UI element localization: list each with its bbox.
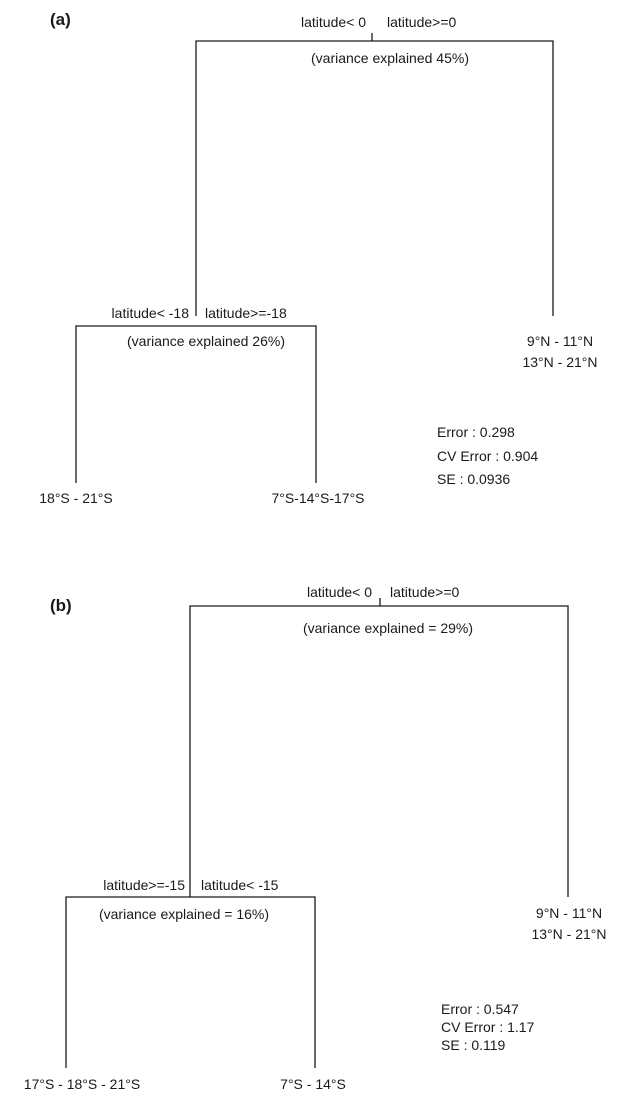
panel-b-leaf-right-line1: 9°N - 11°N bbox=[536, 905, 602, 921]
panel-b-se: SE : 0.119 bbox=[441, 1037, 506, 1053]
panel-b-leaf-right-line2: 13°N - 21°N bbox=[531, 926, 606, 942]
panel-a-root-branch bbox=[195, 40, 554, 316]
panel-a-leaf-right-line2: 13°N - 21°N bbox=[522, 354, 597, 370]
panel-a-sub-branch bbox=[75, 325, 317, 483]
panel-b-leaf-middle: 7°S - 14°S bbox=[280, 1076, 346, 1092]
panel-b: (b) latitude< 0 latitude>=0 (variance ex… bbox=[24, 584, 607, 1092]
panel-b-error: Error : 0.547 bbox=[441, 1001, 519, 1017]
panel-a-root-left-split: latitude< 0 bbox=[301, 14, 366, 30]
panel-b-leaf-left: 17°S - 18°S - 21°S bbox=[24, 1076, 140, 1092]
panel-b-root-branch bbox=[189, 605, 569, 897]
panel-b-root-variance: (variance explained = 29%) bbox=[303, 620, 473, 636]
panel-a-sub-right-split: latitude>=-18 bbox=[205, 305, 287, 321]
panel-a-leaf-middle: 7°S-14°S-17°S bbox=[271, 490, 364, 506]
panel-a-root-variance: (variance explained 45%) bbox=[311, 50, 469, 66]
panel-b-cv-error: CV Error : 1.17 bbox=[441, 1019, 535, 1035]
panel-b-sub-variance: (variance explained = 16%) bbox=[99, 906, 269, 922]
panel-b-root-left-split: latitude< 0 bbox=[307, 584, 372, 600]
panel-a-sub-variance: (variance explained 26%) bbox=[127, 333, 285, 349]
panel-a-root-right-split: latitude>=0 bbox=[387, 14, 456, 30]
panel-b-root-right-split: latitude>=0 bbox=[390, 584, 459, 600]
panel-a-sub-left-split: latitude< -18 bbox=[112, 305, 190, 321]
panel-b-sub-left-split: latitude>=-15 bbox=[103, 877, 185, 893]
panel-a-label: (a) bbox=[50, 10, 71, 29]
panel-a-cv-error: CV Error : 0.904 bbox=[437, 448, 538, 464]
panel-a-error: Error : 0.298 bbox=[437, 424, 515, 440]
panel-a-leaf-right-line1: 9°N - 11°N bbox=[527, 333, 593, 349]
panel-a-se: SE : 0.0936 bbox=[437, 471, 510, 487]
panel-a-leaf-left: 18°S - 21°S bbox=[39, 490, 112, 506]
panel-a: (a) latitude< 0 latitude>=0 (variance ex… bbox=[39, 10, 597, 506]
panel-b-sub-branch bbox=[65, 896, 316, 1068]
panel-b-sub-right-split: latitude< -15 bbox=[201, 877, 279, 893]
panel-b-label: (b) bbox=[50, 596, 72, 615]
